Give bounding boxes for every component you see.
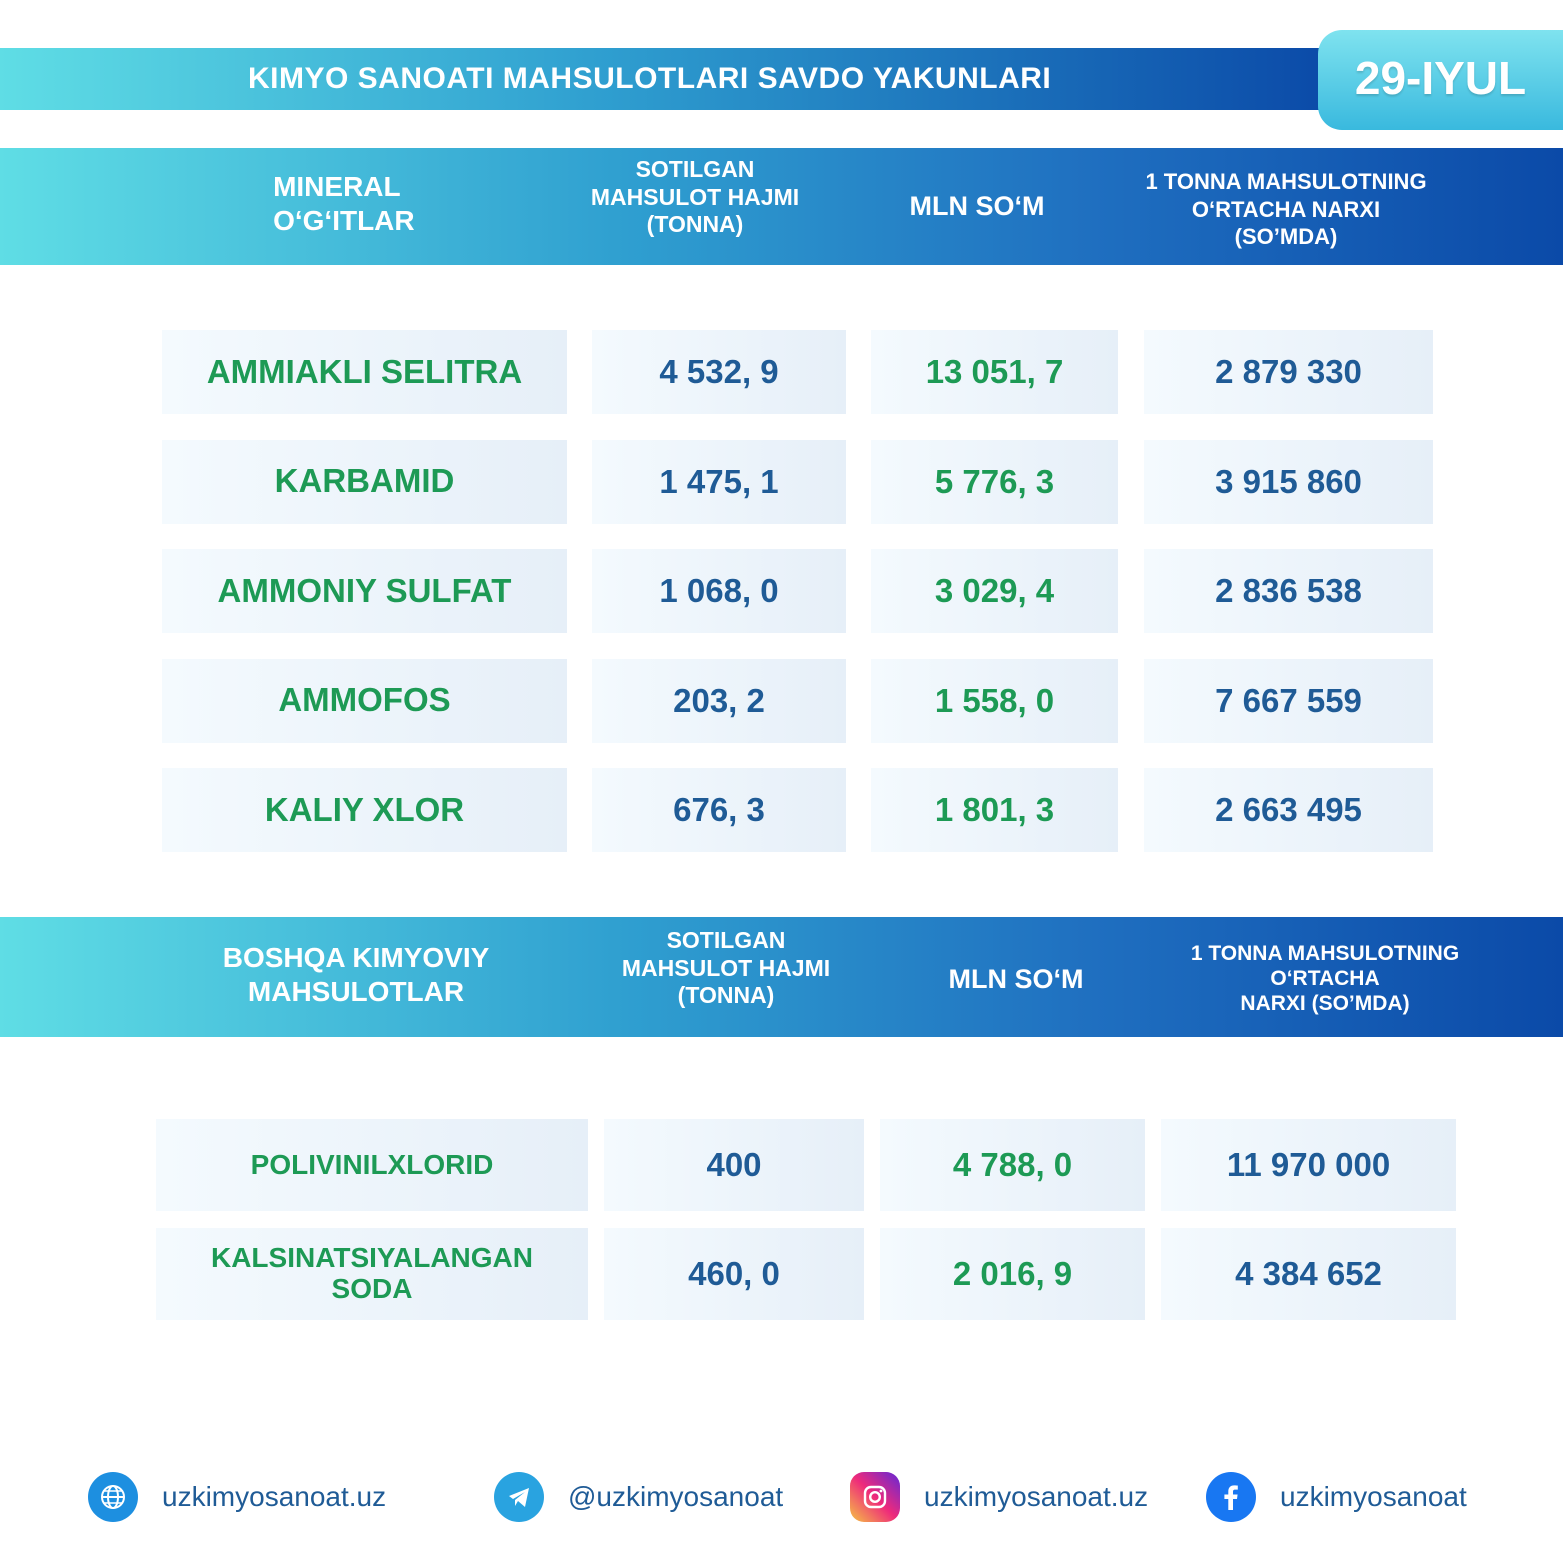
column-header-category: MINERAL O‘G‘ITLAR [273,171,415,236]
column-header-mln: MLN SO‘M [948,964,1084,994]
volume-cell: 1 068, 0 [592,549,846,633]
telegram-link[interactable]: @uzkimyosanoat [568,1481,784,1512]
mln-cell: 1 558, 0 [871,658,1118,743]
column-header-volume: SOTILGAN MAHSULOT HAJMI (TONNA) [590,156,800,238]
product-name-cell: KALSINATSIYALANGAN SODA [156,1228,588,1320]
column-header-volume: SOTILGAN MAHSULOT HAJMI (TONNA) [621,927,831,1009]
column-header-price: 1 TONNA MAHSULOTNING O‘RTACHA NARXI (SO’… [1145,169,1427,249]
volume-cell: 460, 0 [604,1228,864,1320]
price-cell: 11 970 000 [1161,1119,1456,1211]
footer-instagram[interactable]: uzkimyosanoat.uz [850,1470,1148,1524]
product-name-cell: KALIY XLOR [162,768,567,852]
footer-website[interactable]: uzkimyosanoat.uz [88,1470,386,1524]
volume-cell: 4 532, 9 [592,330,846,414]
price-cell: 2 663 495 [1144,768,1433,852]
page-title: KIMYO SANOATI MAHSULOTLARI SAVDO YAKUNLA… [248,62,1052,95]
price-cell: 4 384 652 [1161,1228,1456,1320]
product-name-cell: KARBAMID [162,439,567,524]
price-cell: 3 915 860 [1144,439,1433,524]
date-badge: 29-IYUL [1318,30,1563,130]
mln-cell: 1 801, 3 [871,768,1118,852]
price-cell: 2 836 538 [1144,549,1433,633]
price-cell: 7 667 559 [1144,658,1433,743]
product-name-cell: AMMOFOS [162,658,567,743]
section-header-other: BOSHQA KIMYOVIY MAHSULOTLAR SOTILGAN MAH… [0,917,1563,1037]
mln-cell: 13 051, 7 [871,330,1118,414]
footer-facebook[interactable]: uzkimyosanoat [1206,1470,1467,1524]
footer-telegram[interactable]: @uzkimyosanoat [494,1470,783,1524]
facebook-link[interactable]: uzkimyosanoat [1280,1481,1467,1512]
column-header-category: BOSHQA KIMYOVIY MAHSULOTLAR [222,942,490,1007]
mln-cell: 4 788, 0 [880,1119,1145,1211]
volume-cell: 400 [604,1119,864,1211]
instagram-link[interactable]: uzkimyosanoat.uz [924,1481,1149,1512]
mln-cell: 2 016, 9 [880,1228,1145,1320]
section-header-mineral: MINERAL O‘G‘ITLAR SOTILGAN MAHSULOT HAJM… [0,148,1563,265]
product-name-cell: AMMIAKLI SELITRA [162,330,567,414]
mln-cell: 5 776, 3 [871,439,1118,524]
column-header-mln: MLN SO‘M [909,191,1045,221]
globe-icon [88,1472,138,1522]
product-name-cell: POLIVINILXLORID [156,1119,588,1211]
column-header-price: 1 TONNA MAHSULOTNING O‘RTACHA NARXI (SO’… [1190,942,1460,1016]
instagram-icon [850,1472,900,1522]
volume-cell: 676, 3 [592,768,846,852]
facebook-icon [1206,1472,1256,1522]
telegram-icon [494,1472,544,1522]
price-cell: 2 879 330 [1144,330,1433,414]
volume-cell: 203, 2 [592,658,846,743]
volume-cell: 1 475, 1 [592,439,846,524]
product-name-cell: AMMONIY SULFAT [162,549,567,633]
title-bar: KIMYO SANOATI MAHSULOTLARI SAVDO YAKUNLA… [0,48,1330,110]
mln-cell: 3 029, 4 [871,549,1118,633]
website-link[interactable]: uzkimyosanoat.uz [162,1481,387,1512]
